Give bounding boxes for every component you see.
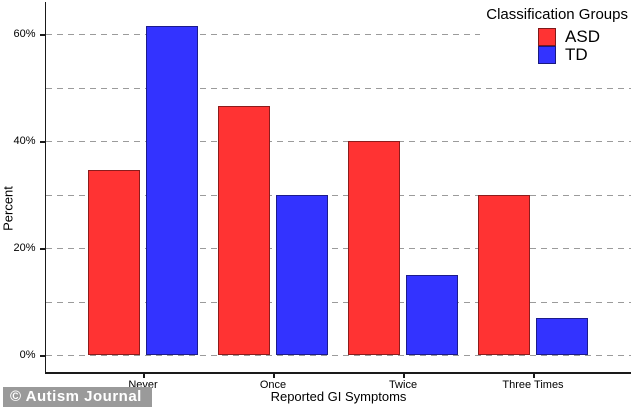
legend-swatch-td <box>538 46 557 64</box>
y-tick-40 <box>39 141 45 143</box>
x-tick-4 <box>533 373 535 378</box>
watermark: © Autism Journal <box>3 387 152 407</box>
legend-swatch-asd <box>538 28 557 46</box>
gridline-10 <box>46 301 631 303</box>
bar-td-twice <box>406 274 458 355</box>
y-tick-label-0: 0% <box>19 349 36 361</box>
gridline-50 <box>46 87 631 89</box>
y-axis-line <box>44 2 46 372</box>
bar-asd-three-times <box>478 194 530 355</box>
x-tick-1 <box>143 373 145 378</box>
gridline-30 <box>46 194 631 196</box>
x-tick-label-3: Twice <box>388 379 418 391</box>
x-tick-label-2: Once <box>259 379 287 391</box>
x-tick-2 <box>273 373 275 378</box>
y-tick-0 <box>39 355 45 357</box>
legend: Classification Groups ASD TD <box>480 4 632 68</box>
bar-td-once <box>276 194 328 355</box>
legend-item-td: TD <box>538 46 588 64</box>
bar-td-three-times <box>536 317 588 355</box>
y-tick-label-20: 20% <box>13 242 36 254</box>
gridline-40 <box>46 141 631 142</box>
legend-label-asd: ASD <box>565 27 600 46</box>
x-axis-title: Reported GI Symptoms <box>270 389 407 404</box>
x-tick-label-4: Three Times <box>502 379 564 391</box>
bar-asd-never <box>88 170 140 355</box>
bar-asd-twice <box>348 141 400 355</box>
legend-item-asd: ASD <box>538 28 600 46</box>
legend-label-td: TD <box>565 45 588 64</box>
x-axis-line <box>44 372 631 374</box>
y-tick-label-40: 40% <box>13 135 36 147</box>
legend-rows: ASD TD <box>538 28 600 64</box>
gridline-0 <box>46 355 631 356</box>
x-tick-3 <box>403 373 405 378</box>
y-axis-title: Percent <box>0 186 16 231</box>
bar-td-never <box>146 25 198 355</box>
gridline-60 <box>46 34 631 35</box>
y-tick-20 <box>39 248 45 250</box>
y-tick-60 <box>39 34 45 36</box>
y-tick-label-60: 60% <box>13 28 36 40</box>
gridline-20 <box>46 248 631 249</box>
bar-asd-once <box>218 106 270 355</box>
legend-title: Classification Groups <box>486 6 628 23</box>
